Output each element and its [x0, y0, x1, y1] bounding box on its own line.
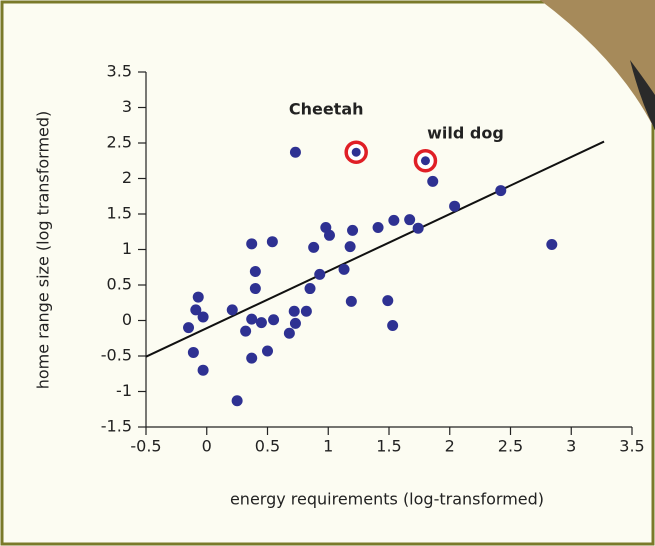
- point: [546, 239, 557, 250]
- point: [413, 223, 424, 234]
- point: [324, 230, 335, 241]
- point: [227, 304, 238, 315]
- annotation: wild dog: [427, 123, 504, 142]
- y-axis-label: home range size (log transformed): [34, 111, 53, 390]
- point: [388, 215, 399, 226]
- point: [198, 365, 209, 376]
- point: [346, 296, 357, 307]
- x-tick-label: 2: [445, 437, 455, 456]
- point: [268, 314, 279, 325]
- x-tick-label: 3: [566, 437, 576, 456]
- frame: [2, 2, 653, 544]
- point: [339, 264, 350, 275]
- point: [188, 347, 199, 358]
- annotation: Cheetah: [289, 100, 364, 119]
- point: [382, 295, 393, 306]
- y-tick-label: -0.5: [101, 346, 132, 365]
- point: [250, 283, 261, 294]
- y-tick-label: 0.5: [107, 275, 132, 294]
- highlight-point: [352, 148, 361, 157]
- point: [183, 322, 194, 333]
- point: [267, 236, 278, 247]
- y-tick-label: 3.5: [107, 62, 132, 81]
- highlight-point: [421, 156, 430, 165]
- x-tick-label: 3.5: [619, 437, 644, 456]
- point: [301, 306, 312, 317]
- x-tick-label: 1.5: [376, 437, 401, 456]
- slide: energy requirements (log-transformed) ho…: [0, 0, 655, 546]
- y-tick-label: 2: [122, 168, 132, 187]
- point: [427, 176, 438, 187]
- y-tick-label: 3: [122, 97, 132, 116]
- point: [373, 222, 384, 233]
- y-tick-label: 1.5: [107, 204, 132, 223]
- point: [250, 266, 261, 277]
- y-tick-label: 2.5: [107, 133, 132, 152]
- point: [240, 326, 251, 337]
- point: [404, 214, 415, 225]
- point: [198, 311, 209, 322]
- point: [256, 317, 267, 328]
- x-axis-label: energy requirements (log-transformed): [230, 490, 544, 509]
- point: [246, 238, 257, 249]
- x-tick-label: 0: [202, 437, 212, 456]
- point: [246, 314, 257, 325]
- point: [290, 147, 301, 158]
- point: [314, 269, 325, 280]
- point: [387, 320, 398, 331]
- point: [284, 328, 295, 339]
- point: [347, 225, 358, 236]
- y-tick-label: 0: [122, 310, 132, 329]
- y-tick-label: -1: [116, 381, 132, 400]
- point: [305, 283, 316, 294]
- point: [262, 346, 273, 357]
- point: [193, 292, 204, 303]
- x-tick-label: 0.5: [255, 437, 280, 456]
- point: [308, 242, 319, 253]
- x-tick-label: 1: [323, 437, 333, 456]
- y-tick-label: -1.5: [101, 417, 132, 436]
- point: [290, 318, 301, 329]
- point: [495, 185, 506, 196]
- point: [232, 395, 243, 406]
- y-tick-label: 1: [122, 239, 132, 258]
- point: [449, 201, 460, 212]
- point: [345, 241, 356, 252]
- point: [289, 306, 300, 317]
- point: [246, 353, 257, 364]
- x-tick-label: 2.5: [498, 437, 523, 456]
- x-tick-label: -0.5: [130, 437, 161, 456]
